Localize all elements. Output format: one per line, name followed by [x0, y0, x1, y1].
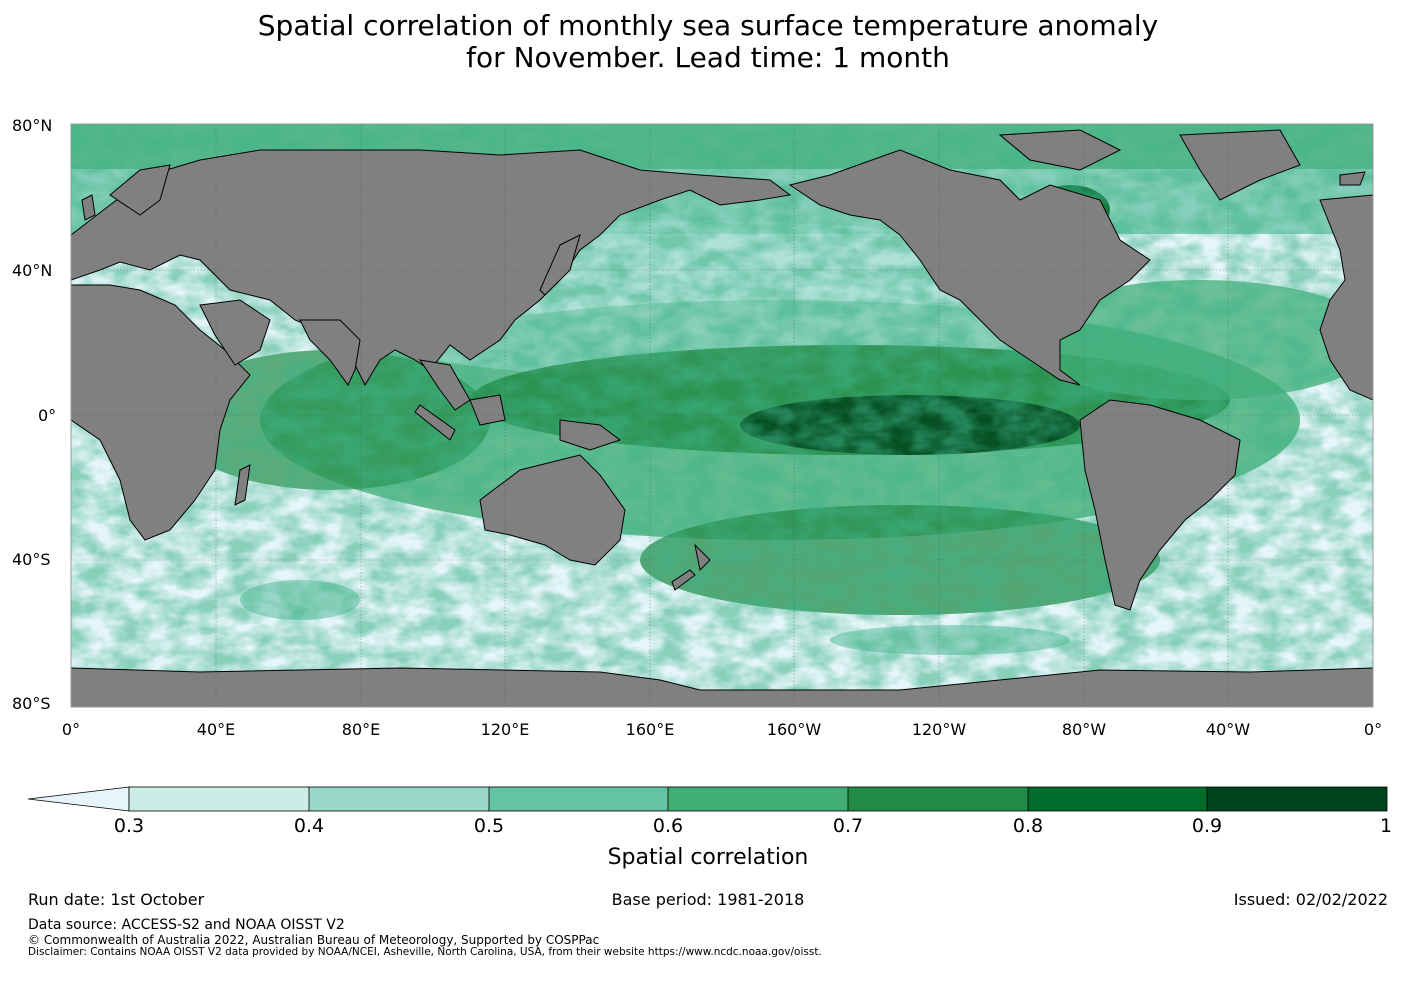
copyright-notice: © Commonwealth of Australia 2022, Austra…	[28, 933, 600, 947]
colorbar-segment-0.3-0.4	[129, 787, 309, 811]
colorbar-segment-0.7-0.8	[848, 787, 1028, 811]
land-canadian-arctic	[998, 129, 1122, 171]
lon-label-0-right: 0°	[1363, 720, 1383, 739]
colorbar-tick-0.3: 0.3	[113, 815, 145, 837]
colorbar-segment-0.9-1	[1207, 787, 1387, 811]
colorbar	[27, 786, 1388, 812]
data-source: Data source: ACCESS-S2 and NOAA OISST V2	[28, 917, 345, 933]
map-frame	[70, 123, 1374, 708]
land-south-america	[1079, 399, 1241, 611]
disclaimer: Disclaimer: Contains NOAA OISST V2 data …	[28, 946, 822, 958]
lon-label-120w: 120°W	[911, 720, 967, 739]
lat-label-40s: 40°S	[12, 550, 51, 569]
land-british-isles	[81, 194, 96, 221]
lon-label-40w: 40°W	[1205, 720, 1251, 739]
colorbar-tick-0.8: 0.8	[1012, 815, 1044, 837]
land-new-guinea	[559, 419, 622, 451]
land-new-zealand	[671, 543, 711, 591]
colorbar-tick-1: 1	[1379, 815, 1393, 837]
lat-label-80n: 80°N	[12, 116, 53, 135]
land-iceland	[1339, 171, 1366, 186]
run-date: Run date: 1st October	[28, 890, 205, 909]
lon-label-160w: 160°W	[766, 720, 822, 739]
land-scandinavia	[109, 164, 171, 216]
land-masses	[71, 129, 1373, 707]
colorbar-extend-arrow	[27, 786, 130, 812]
chart-title-line-2: for November. Lead time: 1 month	[466, 41, 950, 74]
issued-date: Issued: 02/02/2022	[1233, 890, 1388, 909]
colorbar-segment-0.8-0.9	[1028, 787, 1207, 811]
lat-label-40n: 40°N	[12, 261, 53, 280]
land-india	[299, 319, 361, 386]
land-antarctica	[71, 667, 1373, 707]
land-madagascar	[234, 464, 251, 506]
colorbar-tick-0.6: 0.6	[652, 815, 684, 837]
map-area	[71, 124, 1373, 707]
colorbar-tick-0.4: 0.4	[293, 815, 325, 837]
colorbar-tick-0.7: 0.7	[832, 815, 864, 837]
lon-label-120e: 120°E	[480, 720, 530, 739]
lon-label-40e: 40°E	[196, 720, 236, 739]
lat-label-80s: 80°S	[12, 694, 51, 713]
colorbar-label: Spatial correlation	[607, 845, 809, 870]
lon-label-80w: 80°W	[1061, 720, 1107, 739]
lon-label-160e: 160°E	[625, 720, 675, 739]
lat-label-0: 0°	[38, 406, 57, 425]
colorbar-tick-0.9: 0.9	[1191, 815, 1223, 837]
colorbar-segment-0.4-0.5	[309, 787, 489, 811]
land-australia	[479, 454, 626, 566]
land-africa	[71, 284, 251, 541]
lon-label-80e: 80°E	[341, 720, 381, 739]
colorbar-tick-0.5: 0.5	[473, 815, 505, 837]
land-sumatra	[414, 404, 456, 441]
land-eurasia	[71, 149, 792, 387]
graticule	[71, 124, 1373, 707]
land-borneo	[469, 394, 506, 426]
land-north-america	[788, 149, 1151, 386]
colorbar-segment-0.5-0.6	[489, 787, 668, 811]
land-indochina	[418, 359, 471, 411]
chart-title-line-1: Spatial correlation of monthly sea surfa…	[257, 9, 1159, 42]
land-japan	[539, 234, 581, 296]
land-arabia	[199, 299, 271, 366]
colorbar-segment-0.6-0.7	[668, 787, 848, 811]
land-europe-east-edge	[1319, 194, 1373, 401]
lon-label-0-left: 0°	[61, 720, 81, 739]
land-greenland	[1179, 129, 1301, 201]
base-period: Base period: 1981-2018	[611, 890, 805, 909]
